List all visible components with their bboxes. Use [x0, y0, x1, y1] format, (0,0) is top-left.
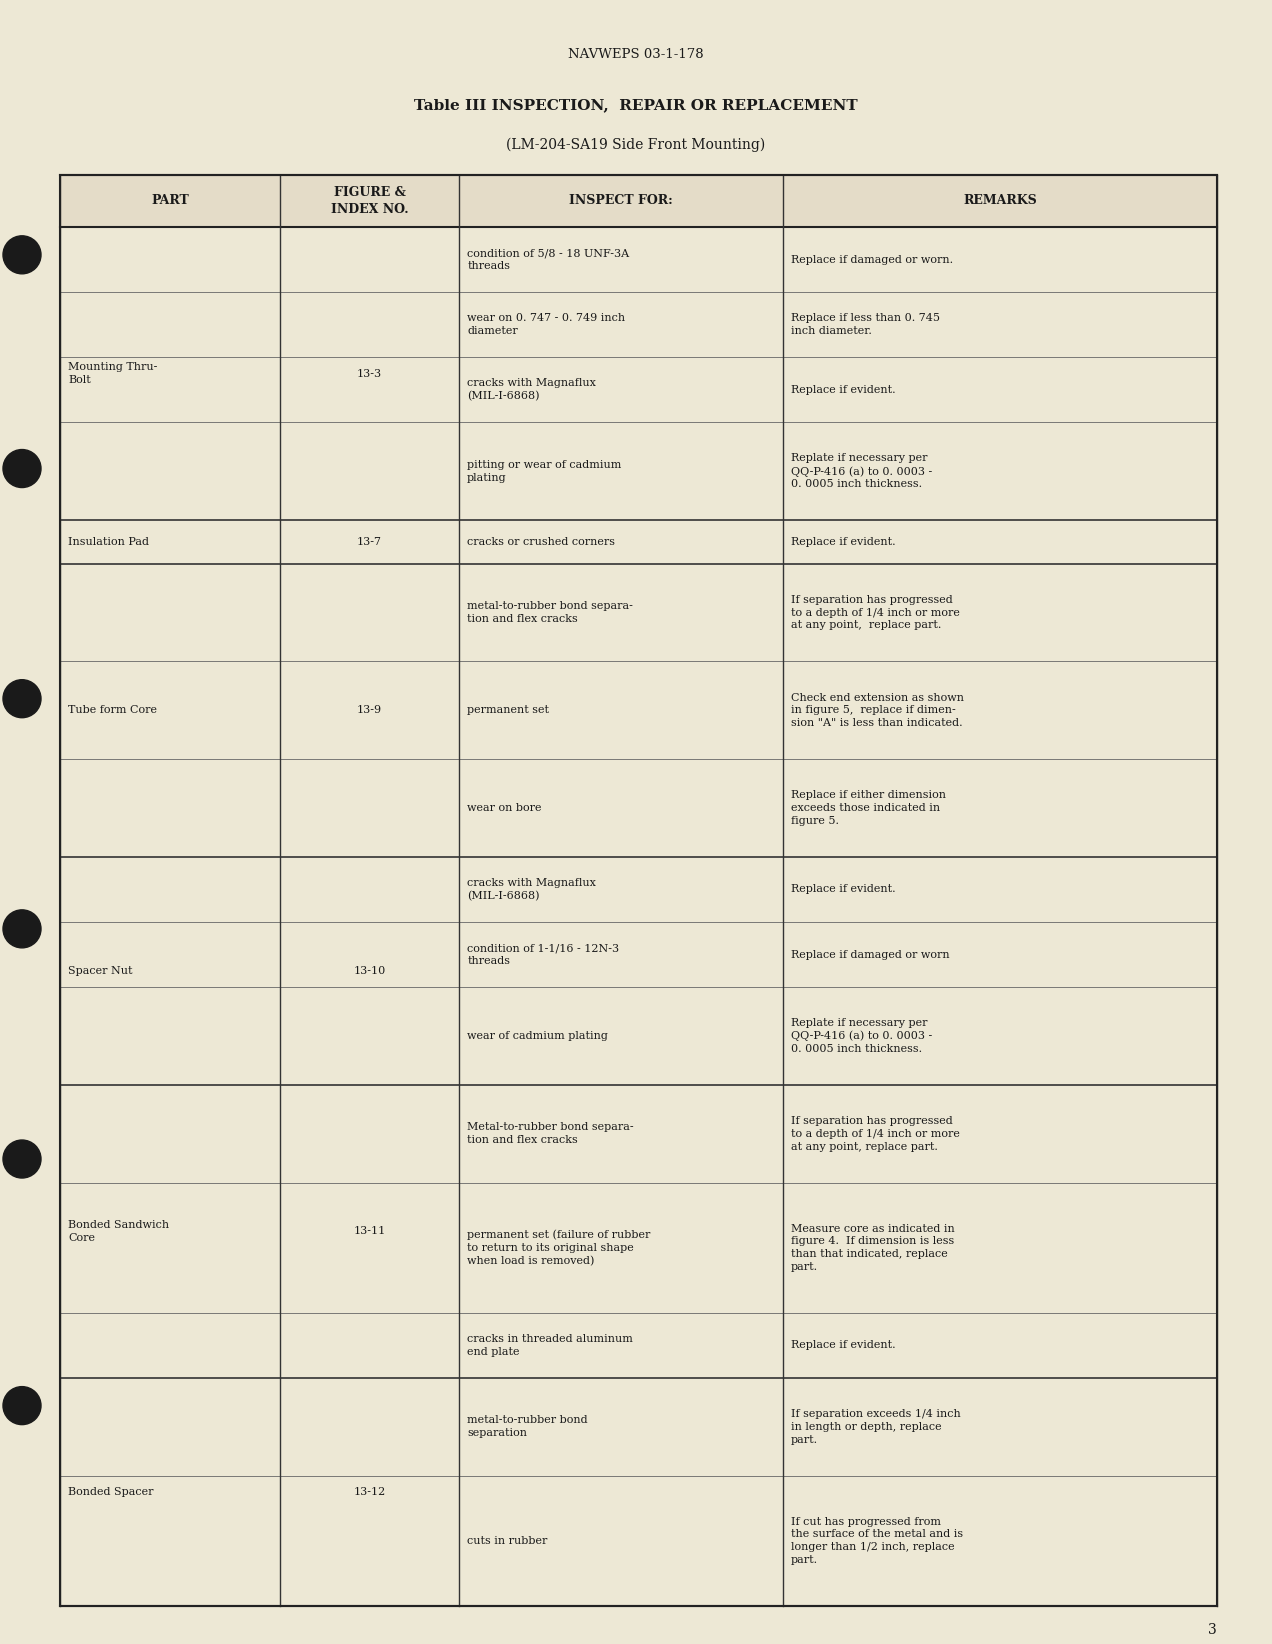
Text: cracks or crushed corners: cracks or crushed corners — [467, 538, 616, 547]
Text: condition of 5/8 - 18 UNF-3A
threads: condition of 5/8 - 18 UNF-3A threads — [467, 248, 630, 271]
Text: If separation has progressed
to a depth of 1/4 inch or more
at any point, replac: If separation has progressed to a depth … — [791, 1116, 960, 1151]
Text: Metal-to-rubber bond separa-
tion and flex cracks: Metal-to-rubber bond separa- tion and fl… — [467, 1123, 633, 1146]
Text: REMARKS: REMARKS — [963, 194, 1037, 207]
Text: Bonded Sandwich
Core: Bonded Sandwich Core — [67, 1220, 169, 1243]
Text: cracks with Magnaflux
(MIL-I-6868): cracks with Magnaflux (MIL-I-6868) — [467, 378, 597, 401]
Text: Measure core as indicated in
figure 4.  If dimension is less
than that indicated: Measure core as indicated in figure 4. I… — [791, 1223, 955, 1272]
Circle shape — [3, 909, 41, 949]
Circle shape — [3, 1139, 41, 1179]
Text: Table III INSPECTION,  REPAIR OR REPLACEMENT: Table III INSPECTION, REPAIR OR REPLACEM… — [415, 99, 857, 112]
Text: If separation exceeds 1/4 inch
in length or depth, replace
part.: If separation exceeds 1/4 inch in length… — [791, 1409, 960, 1445]
Text: 3: 3 — [1208, 1623, 1217, 1637]
Text: 13-7: 13-7 — [357, 538, 382, 547]
Text: 13-3: 13-3 — [357, 368, 382, 378]
Text: If cut has progressed from
the surface of the metal and is
longer than 1/2 inch,: If cut has progressed from the surface o… — [791, 1517, 963, 1565]
Text: NAVWEPS 03-1-178: NAVWEPS 03-1-178 — [569, 49, 703, 61]
Text: pitting or wear of cadmium
plating: pitting or wear of cadmium plating — [467, 460, 622, 483]
Text: Replace if evident.: Replace if evident. — [791, 884, 895, 894]
Text: (LM-204-SA19 Side Front Mounting): (LM-204-SA19 Side Front Mounting) — [506, 138, 766, 153]
Text: 13-10: 13-10 — [354, 967, 385, 977]
Text: permanent set: permanent set — [467, 705, 550, 715]
Text: metal-to-rubber bond separa-
tion and flex cracks: metal-to-rubber bond separa- tion and fl… — [467, 602, 633, 625]
Text: Mounting Thru-
Bolt: Mounting Thru- Bolt — [67, 362, 158, 385]
Text: FIGURE &
INDEX NO.: FIGURE & INDEX NO. — [331, 186, 408, 215]
Text: condition of 1-1/16 - 12N-3
threads: condition of 1-1/16 - 12N-3 threads — [467, 944, 619, 967]
Text: Replace if evident.: Replace if evident. — [791, 385, 895, 395]
Text: Replace if less than 0. 745
inch diameter.: Replace if less than 0. 745 inch diamete… — [791, 314, 940, 335]
Bar — [60, 174, 1217, 227]
Text: 13-12: 13-12 — [354, 1488, 385, 1498]
Text: Bonded Spacer: Bonded Spacer — [67, 1488, 154, 1498]
Text: wear of cadmium plating: wear of cadmium plating — [467, 1031, 608, 1041]
Text: permanent set (failure of rubber
to return to its original shape
when load is re: permanent set (failure of rubber to retu… — [467, 1230, 650, 1266]
Text: Insulation Pad: Insulation Pad — [67, 538, 149, 547]
Text: metal-to-rubber bond
separation: metal-to-rubber bond separation — [467, 1415, 588, 1438]
Text: Replace if damaged or worn: Replace if damaged or worn — [791, 950, 950, 960]
Text: Replate if necessary per
QQ-P-416 (a) to 0. 0003 -
0. 0005 inch thickness.: Replate if necessary per QQ-P-416 (a) to… — [791, 1018, 932, 1054]
Text: Check end extension as shown
in figure 5,  replace if dimen-
sion "A" is less th: Check end extension as shown in figure 5… — [791, 692, 964, 728]
Text: 13-9: 13-9 — [357, 705, 382, 715]
Text: Replate if necessary per
QQ-P-416 (a) to 0. 0003 -
0. 0005 inch thickness.: Replate if necessary per QQ-P-416 (a) to… — [791, 454, 932, 490]
Circle shape — [3, 679, 41, 718]
Text: Replace if damaged or worn.: Replace if damaged or worn. — [791, 255, 953, 265]
Text: cracks with Magnaflux
(MIL-I-6868): cracks with Magnaflux (MIL-I-6868) — [467, 878, 597, 901]
Text: Replace if either dimension
exceeds those indicated in
figure 5.: Replace if either dimension exceeds thos… — [791, 791, 946, 825]
Text: PART: PART — [151, 194, 188, 207]
Text: 13-11: 13-11 — [354, 1226, 385, 1236]
Circle shape — [3, 449, 41, 488]
Text: cuts in rubber: cuts in rubber — [467, 1535, 547, 1545]
Text: wear on 0. 747 - 0. 749 inch
diameter: wear on 0. 747 - 0. 749 inch diameter — [467, 314, 626, 335]
Text: Tube form Core: Tube form Core — [67, 705, 156, 715]
Circle shape — [3, 235, 41, 275]
Text: INSPECT FOR:: INSPECT FOR: — [570, 194, 673, 207]
Text: wear on bore: wear on bore — [467, 802, 542, 814]
Text: If separation has progressed
to a depth of 1/4 inch or more
at any point,  repla: If separation has progressed to a depth … — [791, 595, 960, 630]
Bar — [60, 174, 1217, 1606]
Text: Spacer Nut: Spacer Nut — [67, 967, 132, 977]
Text: cracks in threaded aluminum
end plate: cracks in threaded aluminum end plate — [467, 1333, 633, 1356]
Circle shape — [3, 1386, 41, 1425]
Text: Replace if evident.: Replace if evident. — [791, 1340, 895, 1350]
Text: Replace if evident.: Replace if evident. — [791, 538, 895, 547]
